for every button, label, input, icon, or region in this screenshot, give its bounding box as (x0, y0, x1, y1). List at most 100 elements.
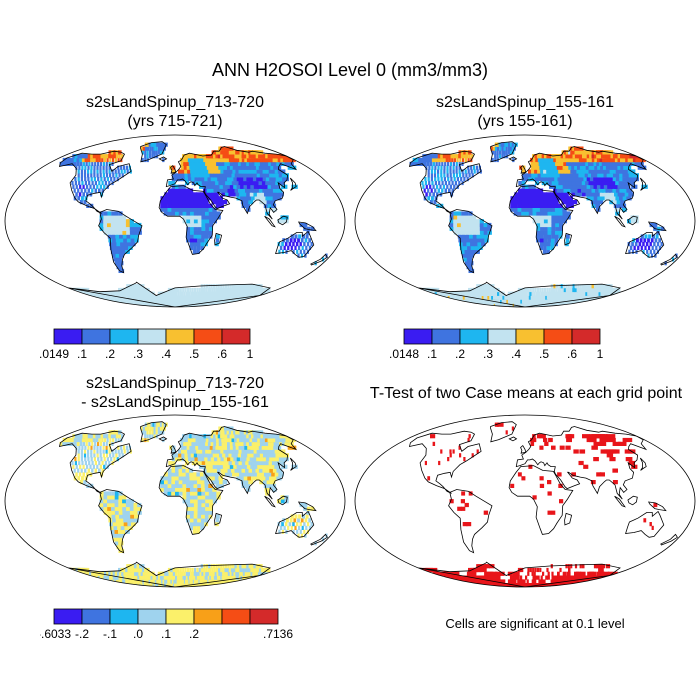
coastline-greenland (140, 141, 167, 163)
colorbar-swatch (221, 328, 251, 345)
coastline-uk (170, 444, 177, 454)
colorbar-swatch (53, 328, 83, 345)
coastline-japan (289, 457, 297, 471)
colorbar-tick-label: -.1 (103, 627, 117, 640)
coastline-sumatra (264, 495, 276, 508)
coastline-samerica (448, 489, 493, 554)
coastline-uk (520, 164, 527, 174)
colorbar-swatch (165, 328, 195, 345)
coastline-eurasia (165, 426, 298, 500)
colorbar-tick-label: .4 (161, 347, 171, 360)
coastline-africa (158, 465, 224, 535)
colorbar-swatch (249, 608, 279, 625)
coastline-australia (275, 230, 315, 258)
coastline-madagascar (214, 512, 223, 526)
colorbar-swatch (221, 608, 251, 625)
colorbar-swatch (53, 608, 83, 625)
coastlines (58, 141, 328, 307)
coastline-newguinea (648, 221, 667, 232)
colorbar-swatch (109, 328, 139, 345)
colorbar-tick-label: .5 (539, 347, 549, 360)
coastline-nz (660, 533, 678, 546)
coastline-iceland (158, 436, 168, 442)
colorbar-tick-label: 1 (597, 347, 604, 360)
colorbar-tick-label: .3 (133, 347, 143, 360)
panel-2-title: s2sLandSpinup_155-161 (yrs 155-161) (380, 93, 670, 131)
coastline-uk (170, 164, 177, 174)
coastline-samerica (98, 209, 143, 274)
colorbar-tick-label: .6 (217, 347, 227, 360)
coastline-antarctica (68, 561, 271, 587)
coastline-eurasia (515, 426, 648, 500)
coastlines (408, 421, 678, 587)
coastline-newguinea (298, 501, 317, 512)
colorbar-tick-label: .5 (189, 347, 199, 360)
significance-note: Cells are significant at 0.1 level (445, 616, 625, 631)
coastline-sumatra (614, 215, 626, 228)
map-panel-case1 (4, 134, 346, 308)
panel-2-title-line1: s2sLandSpinup_155-161 (436, 94, 614, 111)
colorbar-tick-label: .1 (427, 347, 437, 360)
colorbar-difference: -.6033 -.2 -.1 .0 .1 .2 .7136 (40, 608, 293, 640)
map-panel-case2 (354, 134, 696, 308)
coastline-nz (310, 533, 328, 546)
colorbar-tick-label: -.2 (75, 627, 89, 640)
coastline-sumatra (614, 495, 626, 508)
colorbar-tick-label: -.6033 (40, 627, 71, 640)
colorbar-tick-label: .7136 (263, 627, 293, 640)
colorbar-swatch (193, 608, 223, 625)
colorbar-swatch (459, 328, 489, 345)
coastline-nz (660, 253, 678, 266)
map-border (4, 414, 346, 588)
coastline-africa (508, 185, 574, 255)
colorbar-swatch (137, 328, 167, 345)
coastline-madagascar (214, 232, 223, 246)
coastline-borneo (627, 495, 638, 506)
coastline-africa (508, 465, 574, 535)
coastline-samerica (448, 209, 493, 274)
panel-2-title-line2: (yrs 155-161) (477, 113, 573, 130)
colorbar-swatch (165, 608, 195, 625)
map-panel-ttest (354, 414, 696, 588)
map-ocean (355, 415, 695, 587)
colorbar-tick-label: .0 (133, 627, 143, 640)
coastline-namerica (408, 150, 482, 214)
coastline-newguinea (648, 501, 667, 512)
panel-1-title-line2: (yrs 715-721) (127, 113, 223, 130)
panel-4-title: T-Test of two Case means at each grid po… (352, 384, 700, 403)
figure-title: ANN H2OSOI Level 0 (mm3/mm3) (211, 60, 489, 80)
coastline-uk (520, 444, 527, 454)
colorbar-tick-label: 1 (247, 347, 254, 360)
map-field (420, 422, 658, 587)
panel-1-title-line1: s2sLandSpinup_713-720 (86, 94, 264, 111)
map-border (4, 134, 346, 308)
colorbar-tick-label: .1 (161, 627, 171, 640)
coastline-namerica (58, 150, 132, 214)
map-panel-difference (4, 414, 346, 588)
coastline-japan (639, 457, 647, 471)
coastline-greenland (140, 421, 167, 443)
colorbar-swatch (137, 608, 167, 625)
coastline-samerica (98, 489, 143, 554)
coastline-eurasia (165, 146, 298, 220)
map-border (354, 134, 696, 308)
coastline-borneo (627, 215, 638, 226)
coastline-namerica (58, 430, 132, 494)
coastline-sumatra (264, 215, 276, 228)
coastlines (408, 141, 678, 307)
coastline-borneo (277, 215, 288, 226)
coastline-australia (625, 510, 665, 538)
colorbar-case1: .0149 .1 .2 .3 .4 .5 .6 1 (40, 328, 254, 360)
coastline-borneo (277, 495, 288, 506)
colorbar-case2: .0148 .1 .2 .3 .4 .5 .6 1 (390, 328, 604, 360)
coastline-antarctica (68, 281, 271, 307)
coastline-australia (625, 230, 665, 258)
panel-3-title-line1: s2sLandSpinup_713-720 (86, 375, 264, 392)
coastline-antarctica (418, 561, 621, 587)
panel-3-title-line2: - s2sLandSpinup_155-161 (81, 394, 269, 411)
coastline-iceland (158, 156, 168, 162)
colorbar-tick-label: .2 (189, 627, 199, 640)
map-field (59, 142, 328, 307)
coastline-newguinea (298, 221, 317, 232)
panel-4-title-line1: T-Test of two Case means at each grid po… (369, 385, 683, 402)
